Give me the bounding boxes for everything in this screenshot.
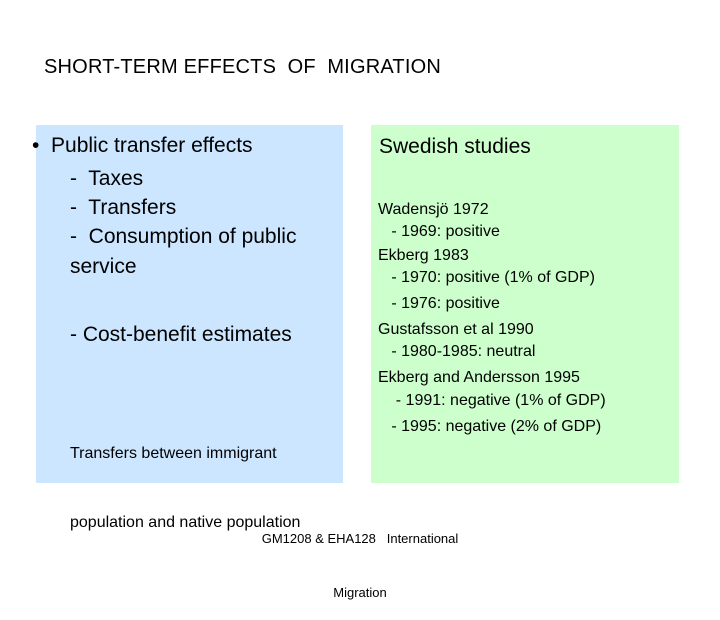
study-line: Ekberg 1983 [378, 247, 469, 264]
footer-migration-line: Migration [333, 585, 387, 600]
swedish-studies-heading: Swedish studies [379, 135, 531, 158]
transfers-note: Transfers between immigrant population a… [70, 396, 300, 557]
left-panel [36, 125, 343, 483]
bullet-public-transfer-effects: • Public transfer effects [32, 134, 253, 157]
study-line: - 1976: positive [378, 295, 500, 312]
study-line: - 1980-1985: neutral [378, 343, 536, 360]
footer-course-line: GM1208 & EHA128 International [261, 531, 459, 546]
list-item-transfers: - Transfers [70, 196, 177, 219]
study-line: Wadensjö 1972 [378, 201, 489, 218]
study-line: Gustafsson et al 1990 [378, 321, 534, 338]
transfers-note-line: Transfers between immigrant [70, 445, 277, 462]
right-panel [371, 125, 679, 483]
study-line: - 1969: positive [378, 223, 500, 240]
list-item-consumption: - Consumption of public [70, 225, 297, 248]
list-item-service: service [70, 255, 137, 278]
list-item-cost-benefit: - Cost-benefit estimates [70, 323, 292, 346]
study-line: Ekberg and Andersson 1995 [378, 369, 580, 386]
study-line: - 1991: negative (1% of GDP) [378, 392, 606, 409]
slide-title: SHORT-TERM EFFECTS OF MIGRATION [44, 56, 441, 78]
list-item-taxes: - Taxes [70, 167, 144, 190]
study-line: - 1995: negative (2% of GDP) [378, 418, 602, 435]
study-line: - 1970: positive (1% of GDP) [378, 269, 595, 286]
transfers-note-line: population and native population [70, 514, 301, 531]
footer: GM1208 & EHA128 International Migration [240, 494, 480, 620]
